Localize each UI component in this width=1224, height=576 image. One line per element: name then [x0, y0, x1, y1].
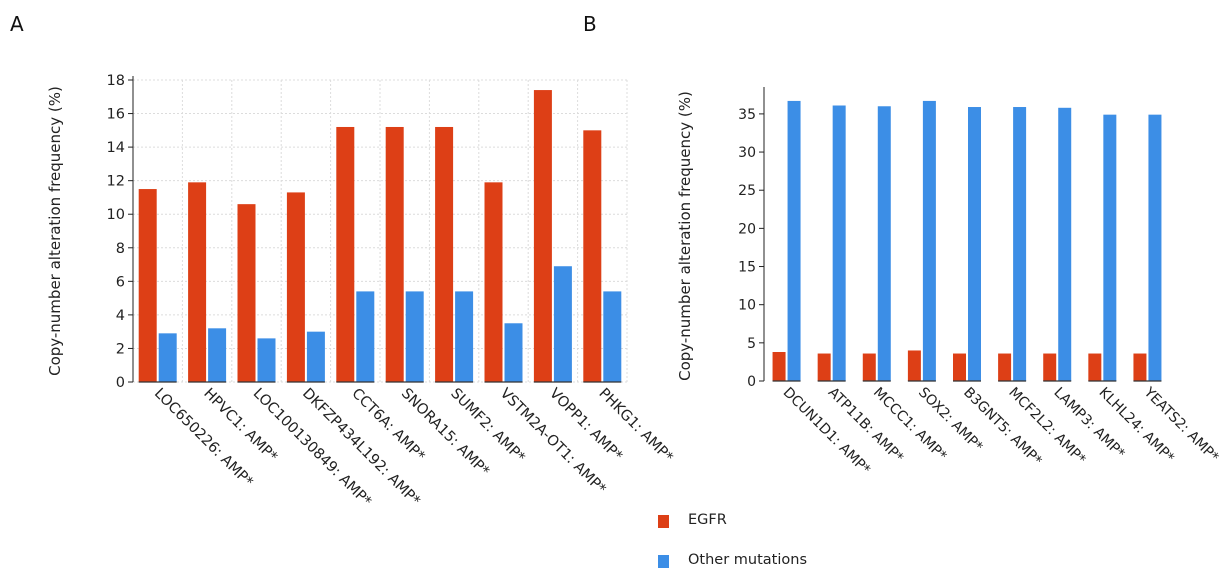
pa-y-axis-title: Copy-number alteration frequency (%)	[46, 86, 64, 376]
pa-bar-other	[306, 331, 325, 382]
pa-bar-egfr	[188, 182, 207, 382]
pa-y-tick-label: 10	[107, 207, 125, 223]
legend-swatch-egfr	[658, 515, 669, 528]
pa-x-tick-label: LOC650226: AMP*	[151, 386, 256, 491]
pb-y-tick-label: 30	[738, 145, 756, 161]
legend-swatch-other	[658, 555, 669, 568]
pb-bar-egfr	[1133, 353, 1147, 381]
pb-bar-egfr	[1088, 353, 1102, 381]
pa-bar-egfr	[237, 204, 256, 382]
pb-bar-other	[877, 106, 891, 382]
legend-item-egfr: EGFR	[658, 512, 858, 532]
pb-bar-egfr	[953, 353, 966, 381]
pb-x-tick-label: B3GNT5: AMP*	[960, 385, 1045, 470]
panel-b-letter: B	[583, 12, 597, 36]
legend-label-egfr: EGFR	[688, 512, 727, 528]
pa-bar-other	[553, 266, 572, 382]
pa-bar-egfr	[435, 126, 454, 382]
pa-y-tick-label: 16	[107, 107, 125, 123]
pb-bar-egfr	[1043, 353, 1057, 381]
pa-bar-egfr	[286, 192, 305, 382]
pb-bar-other	[968, 107, 981, 382]
pb-y-tick-label: 0	[747, 374, 756, 390]
pa-bar-egfr	[336, 126, 355, 382]
pb-x-tick-label: DCUN1D1: AMP*	[780, 385, 873, 478]
pb-bar-egfr	[862, 353, 876, 381]
pa-x-tick-label: SNORA15: AMP*	[398, 386, 492, 480]
pa-bar-other	[257, 338, 276, 382]
pa-bar-other	[158, 333, 177, 382]
pb-y-tick-label: 5	[747, 336, 756, 352]
pa-y-tick-label: 0	[116, 375, 125, 391]
pb-y-tick-label: 25	[738, 183, 756, 199]
pa-y-tick-label: 2	[116, 341, 125, 357]
pa-y-tick-label: 8	[116, 241, 125, 257]
pa-bar-other	[208, 328, 227, 382]
pa-bar-other	[455, 291, 474, 382]
pb-bar-other	[1013, 107, 1027, 382]
pb-bar-other	[832, 105, 846, 381]
pb-bar-egfr	[772, 352, 786, 381]
pa-bar-other	[504, 323, 523, 382]
pa-bar-other	[405, 291, 424, 382]
pb-bar-other	[1058, 107, 1072, 381]
pb-bar-other	[1148, 114, 1162, 381]
pa-y-tick-label: 6	[116, 274, 125, 290]
pb-y-tick-label: 15	[738, 260, 756, 276]
pb-bar-other	[922, 100, 936, 381]
pb-bar-other	[1103, 114, 1117, 381]
pa-bar-egfr	[583, 130, 602, 382]
pa-bar-egfr	[533, 90, 552, 383]
pb-bar-egfr	[817, 353, 831, 381]
pa-bar-egfr	[484, 182, 503, 382]
pa-bar-other	[356, 291, 375, 382]
pa-y-tick-label: 18	[107, 73, 125, 89]
pb-y-axis-title: Copy-number alteration frequency (%)	[676, 91, 694, 381]
pa-bar-egfr	[138, 189, 157, 382]
legend-label-other: Other mutations	[688, 552, 807, 568]
pa-y-tick-label: 12	[107, 174, 125, 190]
pa-y-tick-label: 14	[107, 140, 125, 156]
pa-y-tick-label: 4	[116, 308, 125, 324]
pb-x-tick-label: YEATS2: AMP*	[1140, 384, 1222, 466]
pb-x-tick-label: MCF2L2: AMP*	[1005, 385, 1088, 468]
pb-bar-other	[787, 100, 801, 381]
pb-y-tick-label: 20	[738, 221, 756, 237]
pb-bar-egfr	[907, 350, 921, 381]
pb-y-tick-label: 35	[738, 107, 756, 123]
pa-bar-other	[603, 291, 622, 382]
panel-a-letter: A	[10, 12, 24, 36]
pa-bar-egfr	[385, 126, 404, 382]
pb-bar-egfr	[998, 353, 1012, 381]
pb-y-tick-label: 10	[738, 298, 756, 314]
legend-item-other: Other mutations	[658, 552, 858, 572]
